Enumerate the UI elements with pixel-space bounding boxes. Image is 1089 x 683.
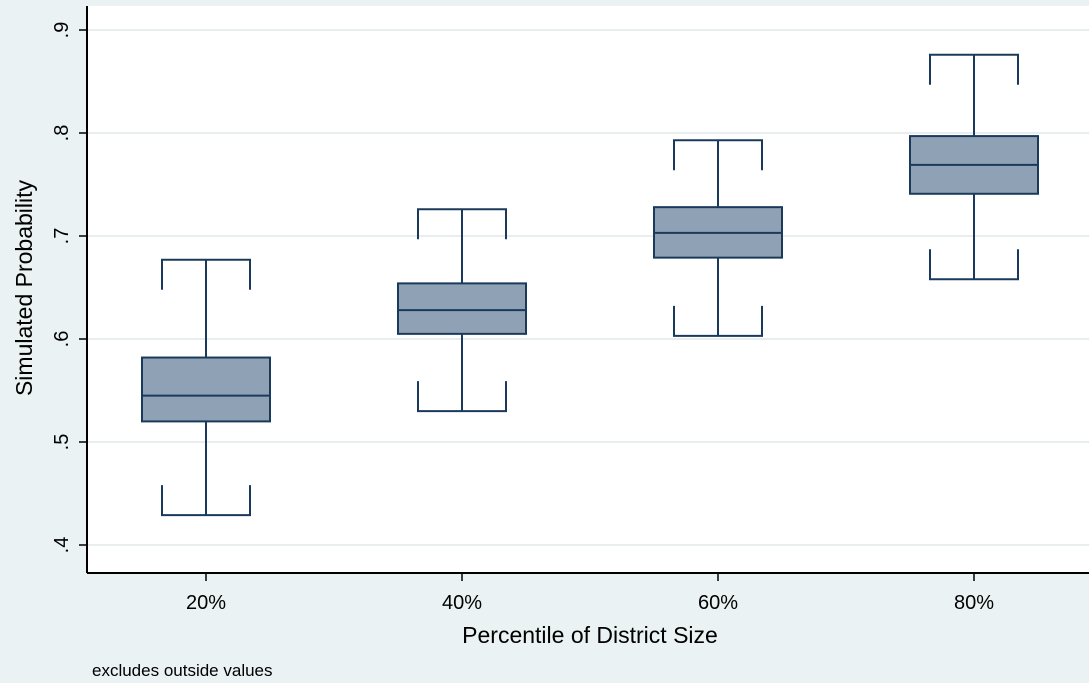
box-20pct <box>141 258 271 517</box>
upper-cap <box>161 258 251 290</box>
grid-lines <box>87 29 1089 546</box>
iqr-box <box>397 282 527 335</box>
y-tick-label: .6 <box>51 331 73 348</box>
x-tick-label: 60% <box>698 592 738 614</box>
upper-cap <box>673 139 763 171</box>
upper-cap <box>929 53 1019 85</box>
y-tick-label: .7 <box>51 228 73 245</box>
x-tick-label: 80% <box>954 592 994 614</box>
x-tick-label: 20% <box>186 592 226 614</box>
plot-area <box>87 6 1089 573</box>
x-tick-label: 40% <box>442 592 482 614</box>
box-40pct <box>397 208 527 413</box>
y-tick-label: .5 <box>51 434 73 451</box>
x-axis-title: Percentile of District Size <box>462 622 718 648</box>
y-tick-label: .8 <box>51 125 73 142</box>
lower-cap <box>161 485 251 517</box>
iqr-box <box>141 356 271 423</box>
chart-note: excludes outside values <box>92 661 273 680</box>
box-80pct <box>909 53 1039 281</box>
y-tick-label: .4 <box>51 537 73 554</box>
box-60pct <box>653 139 783 337</box>
y-axis-ticks: .4 .5 .6 .7 .8 .9 <box>51 22 87 554</box>
upper-cap <box>417 208 507 240</box>
lower-cap <box>929 249 1019 281</box>
box-series <box>141 53 1039 517</box>
lower-cap <box>417 381 507 413</box>
y-axis-title: Simulated Probability <box>11 179 37 396</box>
lower-cap <box>673 305 763 337</box>
y-tick-label: .9 <box>51 22 73 39</box>
x-axis-ticks: 20% 40% 60% 80% <box>186 573 994 614</box>
